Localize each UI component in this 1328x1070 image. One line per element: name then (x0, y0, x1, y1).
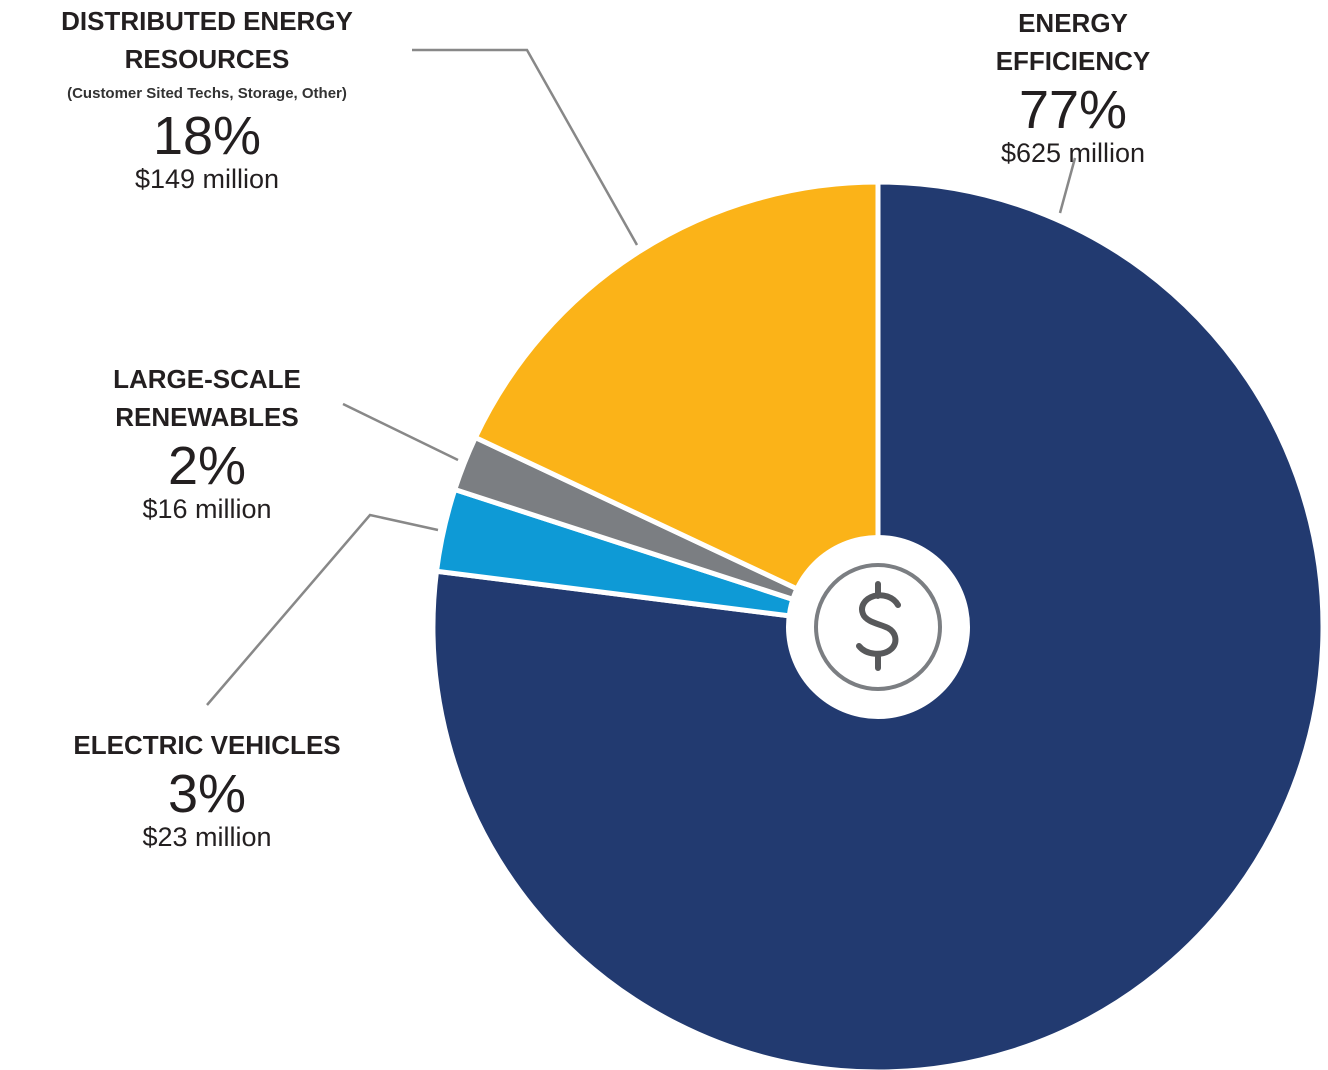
leader-line (412, 48, 639, 246)
amount-label: $23 million (142, 822, 272, 852)
category-label: ENERGY EFFICIENCY (995, 8, 1151, 76)
leader-line (342, 402, 459, 462)
amount-label: $16 million (142, 494, 272, 524)
leader-lines (206, 48, 1077, 706)
slice-label: LARGE-SCALE RENEWABLES 2% $16 million (87, 360, 327, 524)
category-label: LARGE-SCALE RENEWABLES (113, 364, 301, 432)
dollar-icon (856, 581, 901, 671)
value-label: 77% (1018, 80, 1128, 140)
category-label: ELECTRIC VEHICLES (73, 730, 341, 760)
leader-line (206, 513, 439, 706)
center-ring (814, 563, 942, 691)
category-label: DISTRIBUTED ENERGY RESOURCES (61, 6, 353, 74)
slice-label: DISTRIBUTED ENERGY RESOURCES (Customer Si… (35, 2, 380, 194)
value-label: 18% (152, 106, 262, 166)
amount-label: $625 million (1000, 138, 1146, 168)
value-label: 3% (167, 764, 247, 824)
leader-line (1058, 157, 1077, 214)
amount-label: $149 million (134, 164, 280, 194)
annotation: (Customer Sited Techs, Storage, Other) (67, 85, 347, 102)
pie-slice (472, 179, 881, 630)
slice-label: ELECTRIC VEHICLES 3% $23 million (27, 726, 387, 852)
slice-label: ENERGY EFFICIENCY 77% $625 million (943, 4, 1203, 168)
value-label: 2% (167, 436, 247, 496)
